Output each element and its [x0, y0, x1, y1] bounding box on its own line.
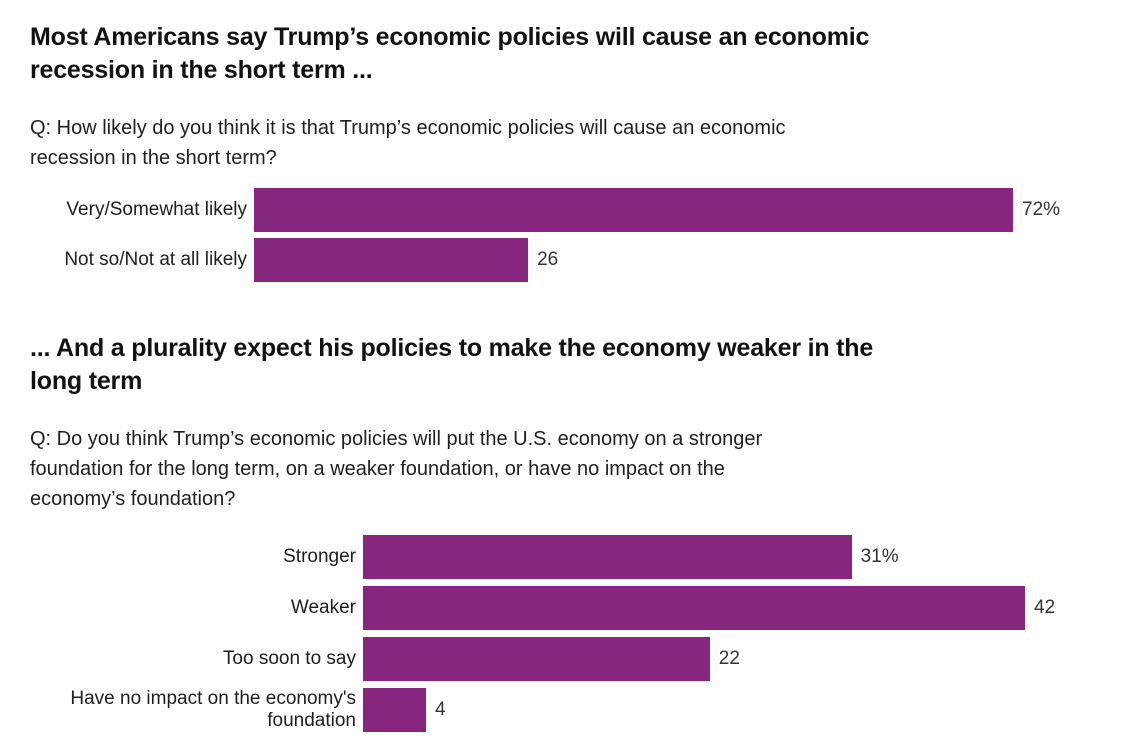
chart-long-term-foundation: Stronger 31% Weaker 42 Too soon to say 22 Have…: [30, 535, 1106, 732]
bar: [254, 188, 1013, 232]
bar-row: Very/Somewhat likely 72%: [30, 188, 1106, 232]
value-label: 22: [718, 648, 740, 669]
section-long-term-foundation: ... And a plurality expect his policies …: [30, 332, 1106, 732]
value-label: 31%: [860, 546, 899, 567]
value-label: 72%: [1022, 199, 1061, 220]
headline-long-term: ... And a plurality expect his policies …: [30, 334, 874, 395]
headline-short-term: Most Americans say Trump’s economic poli…: [30, 23, 870, 84]
category-label: Not so/Not at all likely: [64, 249, 247, 270]
value-label: 4: [435, 699, 446, 720]
bar: [363, 586, 1025, 630]
bar-row: Too soon to say 22: [30, 637, 1106, 681]
bar-row: Weaker 42: [30, 586, 1106, 630]
value-label: 26: [537, 249, 559, 270]
chart-short-term-recession: Very/Somewhat likely 72% Not so/Not at all…: [30, 188, 1106, 282]
category-label: Very/Somewhat likely: [66, 199, 247, 220]
question-long-term: Q: Do you think Trump’s economic policie…: [30, 428, 763, 510]
bar: [363, 535, 852, 579]
bar: [254, 238, 529, 282]
bar: [363, 688, 427, 732]
bar: [363, 637, 710, 681]
bar-row: Not so/Not at all likely 26: [30, 238, 1106, 282]
category-label: Have no impact on the economy's foundati…: [70, 688, 356, 731]
category-label: Weaker: [290, 597, 356, 618]
value-label: 42: [1034, 597, 1056, 618]
bar-row: Have no impact on the economy's foundati…: [30, 688, 1106, 732]
category-label: Stronger: [283, 546, 356, 567]
category-label: Too soon to say: [222, 648, 356, 669]
question-short-term: Q: How likely do you think it is that Tr…: [30, 117, 786, 169]
section-short-term-recession: Most Americans say Trump’s economic poli…: [30, 21, 1106, 282]
bar-row: Stronger 31%: [30, 535, 1106, 579]
